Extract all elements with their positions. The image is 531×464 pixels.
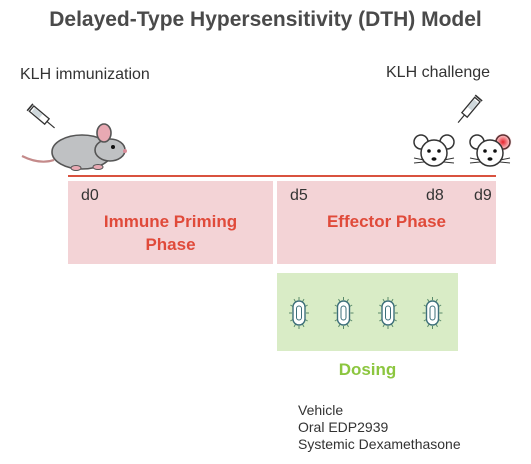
condition-vehicle: Vehicle bbox=[298, 402, 344, 418]
condition-systemic-dexamethasone: Systemic Dexamethasone bbox=[298, 436, 461, 452]
dosing-label: Dosing bbox=[338, 360, 397, 379]
day-label: d5 bbox=[290, 187, 308, 204]
pill-icon bbox=[422, 297, 443, 329]
mouse-face-icon bbox=[469, 133, 512, 167]
pill-row bbox=[289, 297, 443, 329]
syringe-icon bbox=[26, 103, 55, 129]
immune-priming-phase: Immune Priming Phase bbox=[68, 181, 273, 264]
timeline bbox=[68, 175, 496, 177]
phase-label: Effector Phase bbox=[326, 212, 447, 231]
mouse-icon bbox=[21, 123, 127, 171]
pill-icon bbox=[289, 297, 309, 329]
effector-phase: Effector Phase bbox=[277, 181, 496, 264]
dosing-box bbox=[277, 273, 458, 351]
pill-icon bbox=[378, 297, 398, 329]
day-label: d0 bbox=[81, 187, 99, 204]
phase-label: Phase bbox=[145, 235, 196, 254]
day-label: d9 bbox=[474, 187, 492, 204]
challenge-label: KLH challenge bbox=[386, 64, 491, 81]
phase-label: Immune Priming bbox=[103, 212, 238, 231]
immunization-label: KLH immunization bbox=[20, 66, 150, 83]
condition-oral-edp2939: Oral EDP2939 bbox=[298, 419, 389, 435]
day-label: d8 bbox=[426, 187, 444, 204]
mouse-face-icon bbox=[413, 134, 455, 167]
pill-icon bbox=[333, 297, 354, 329]
page-title: Delayed-Type Hypersensitivity (DTH) Mode… bbox=[49, 8, 482, 31]
syringe-icon bbox=[457, 94, 483, 123]
